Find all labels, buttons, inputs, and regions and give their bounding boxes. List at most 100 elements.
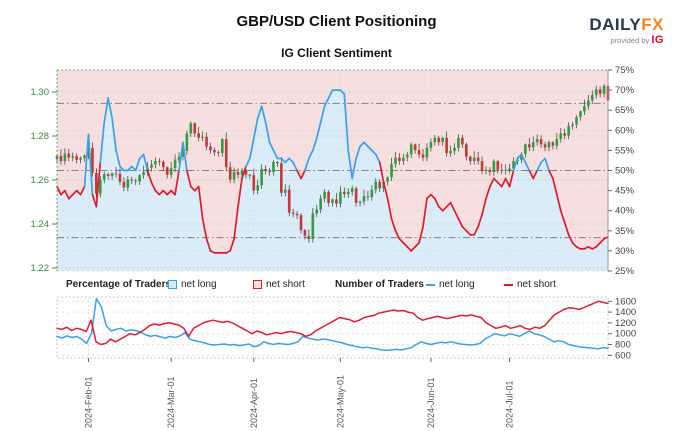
- count-axis-tick-label: 600: [615, 350, 631, 361]
- logo-fx-text: FX: [641, 15, 664, 34]
- candle-down: [276, 161, 279, 164]
- candle-down: [437, 137, 441, 143]
- candle-up: [79, 158, 82, 160]
- candle-down: [598, 89, 602, 94]
- candle-up: [256, 185, 260, 191]
- sentiment-fills: [57, 70, 608, 271]
- candle-down: [209, 146, 212, 151]
- candle-down: [551, 142, 555, 146]
- pct-axis-tick-label: 60%: [615, 125, 635, 136]
- net-long-pct-line: [56, 89, 609, 254]
- candle-down: [244, 170, 248, 175]
- price-axis-tick-label: 1.26: [31, 175, 50, 186]
- candle-down: [248, 174, 252, 176]
- candle-up: [472, 157, 476, 162]
- pct-axis-tick-label: 75%: [615, 65, 635, 76]
- candle-down: [496, 161, 500, 170]
- net-short-line-swatch: [504, 284, 513, 286]
- candle-up: [311, 213, 315, 239]
- dailyfx-wordmark: DAILYFX: [589, 16, 664, 34]
- candle-down: [480, 161, 484, 171]
- candle-up: [374, 181, 378, 190]
- candle-down: [268, 170, 271, 173]
- candle-up: [575, 117, 578, 125]
- count-axis-tick-label: 1600: [615, 296, 636, 307]
- candle-up: [232, 172, 236, 180]
- ig-logo: IG: [651, 34, 664, 46]
- candle-up: [201, 136, 204, 138]
- candle-down: [197, 133, 200, 138]
- candle-up: [405, 154, 409, 158]
- candle-down: [303, 230, 307, 236]
- candle-down: [252, 175, 256, 191]
- candle-down: [224, 139, 228, 168]
- net-short-square-swatch: [253, 280, 262, 289]
- candle-up: [567, 125, 570, 136]
- candle-down: [465, 144, 468, 157]
- candle-up: [173, 159, 177, 169]
- candle-down: [488, 169, 492, 173]
- candle-up: [189, 123, 193, 134]
- candle-down: [75, 156, 78, 160]
- candle-down: [158, 161, 161, 162]
- candle-up: [63, 153, 67, 162]
- legend-net-long-count-label: net long: [439, 279, 475, 290]
- candle-down: [130, 179, 134, 181]
- count-axis-tick-label: 1400: [615, 307, 636, 318]
- candle-down: [217, 152, 220, 154]
- candle-down: [563, 133, 567, 136]
- candle-up: [240, 170, 244, 175]
- candle-up: [602, 85, 606, 94]
- candle-up: [362, 196, 366, 202]
- candle-up: [339, 191, 342, 204]
- candle-up: [83, 155, 86, 158]
- candle-up: [323, 191, 326, 199]
- candle-down: [476, 157, 480, 162]
- candle-down: [228, 167, 232, 180]
- dailyfx-logo[interactable]: DAILYFX provided by IG: [589, 16, 664, 46]
- candle-up: [138, 175, 141, 182]
- candle-up: [272, 161, 275, 173]
- candle-down: [287, 189, 291, 213]
- candle-up: [441, 137, 444, 143]
- candle-up: [559, 133, 563, 140]
- date-axis-label: 2024-Apr-01: [249, 378, 259, 428]
- candle-up: [590, 95, 594, 101]
- candle-down: [95, 172, 98, 194]
- candle-up: [283, 189, 287, 193]
- candle-up: [346, 191, 350, 195]
- candle-up: [508, 168, 511, 170]
- traders-count-line-net-long: [56, 297, 609, 352]
- candle-down: [539, 139, 543, 145]
- candle-up: [87, 147, 90, 156]
- candle-up: [433, 137, 437, 143]
- candle-up: [484, 169, 488, 171]
- candle-up: [390, 164, 393, 178]
- date-axis-label: 2024-Jul-01: [505, 380, 515, 428]
- candle-up: [583, 106, 586, 112]
- pct-axis-tick-label: 35%: [615, 226, 635, 237]
- candle-up: [571, 124, 574, 126]
- candle-down: [299, 215, 303, 231]
- candle-down: [264, 169, 267, 171]
- date-axis-label: 2024-Mar-01: [166, 376, 176, 428]
- candle-up: [512, 161, 515, 169]
- candle-down: [106, 174, 110, 177]
- candle-down: [122, 181, 126, 188]
- main-axes: 1.30 1.28 1.26 1.24 1.22 75% 70% 65% 60% 55% 50% 45…: [31, 65, 635, 277]
- candle-up: [150, 164, 153, 168]
- pct-axis-tick-label: 70%: [615, 85, 635, 96]
- candle-up: [492, 161, 496, 173]
- candle-down: [134, 180, 138, 182]
- candle-down: [527, 144, 531, 148]
- candle-up: [449, 150, 452, 154]
- candle-up: [142, 172, 145, 176]
- count-axis-tick-label: 800: [615, 340, 631, 351]
- candle-up: [579, 111, 582, 118]
- net-long-square-swatch: [168, 280, 177, 289]
- candle-down: [236, 172, 240, 175]
- candle-down: [213, 150, 216, 153]
- candle-up: [520, 154, 523, 160]
- candle-down: [165, 167, 169, 175]
- pct-axis-tick-label: 65%: [615, 105, 635, 116]
